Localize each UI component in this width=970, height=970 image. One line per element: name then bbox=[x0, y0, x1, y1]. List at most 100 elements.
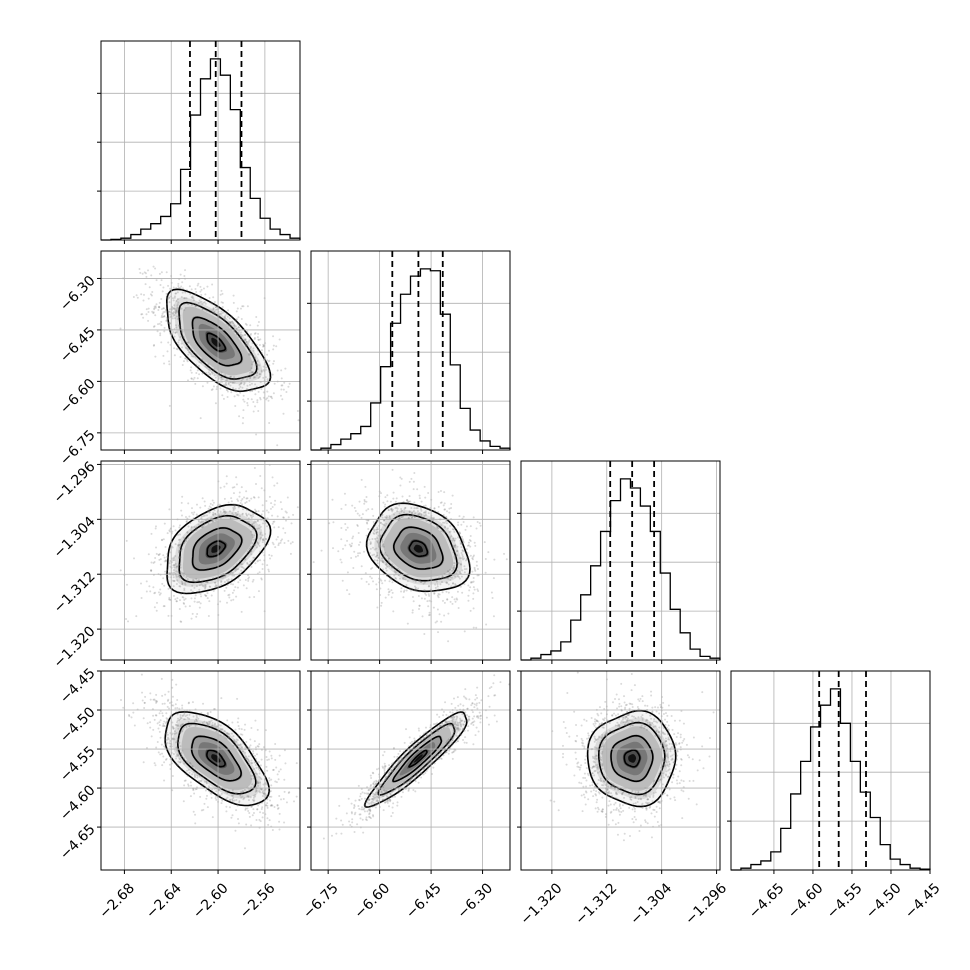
scatter-point bbox=[463, 720, 466, 723]
scatter-point bbox=[663, 751, 666, 754]
scatter-point bbox=[278, 338, 281, 341]
scatter-point bbox=[445, 743, 448, 746]
scatter-point bbox=[214, 512, 217, 515]
scatter-point bbox=[595, 746, 598, 749]
scatter-point bbox=[190, 507, 193, 510]
scatter-point bbox=[408, 781, 411, 784]
scatter-point bbox=[245, 340, 248, 343]
scatter-point bbox=[241, 498, 244, 501]
scatter-point bbox=[364, 801, 367, 804]
scatter-point bbox=[280, 388, 283, 391]
x-tick-label: −1.296 bbox=[682, 880, 730, 928]
scatter-point bbox=[371, 800, 374, 803]
scatter-point bbox=[666, 794, 669, 797]
scatter-point bbox=[256, 781, 259, 784]
scatter-point bbox=[228, 799, 231, 802]
scatter-point bbox=[619, 789, 622, 792]
scatter-point bbox=[372, 526, 375, 529]
scatter-point bbox=[257, 338, 260, 341]
scatter-point bbox=[632, 821, 635, 824]
scatter-point bbox=[223, 514, 226, 517]
scatter-point bbox=[195, 578, 198, 581]
scatter-point bbox=[204, 302, 207, 305]
scatter-point bbox=[415, 743, 418, 746]
scatter-point bbox=[353, 804, 356, 807]
scatter-point bbox=[363, 792, 366, 795]
scatter-point bbox=[168, 754, 171, 757]
scatter-point bbox=[183, 538, 186, 541]
scatter-point bbox=[370, 567, 373, 570]
scatter-point bbox=[163, 362, 166, 365]
scatter-point bbox=[584, 776, 587, 779]
scatter-point bbox=[468, 561, 471, 564]
scatter-point bbox=[369, 817, 372, 820]
scatter-point bbox=[394, 500, 397, 503]
scatter-point bbox=[628, 719, 631, 722]
scatter-point bbox=[374, 782, 377, 785]
scatter-point bbox=[265, 398, 268, 401]
scatter-point bbox=[439, 724, 442, 727]
scatter-point bbox=[475, 702, 478, 705]
scatter-point bbox=[175, 570, 178, 573]
scatter-point bbox=[257, 745, 260, 748]
scatter-point bbox=[417, 515, 420, 518]
scatter-point bbox=[411, 611, 414, 614]
scatter-point bbox=[416, 514, 419, 517]
scatter-point bbox=[188, 762, 191, 765]
scatter-point bbox=[184, 291, 187, 294]
scatter-point bbox=[381, 559, 384, 562]
scatter-point bbox=[149, 721, 152, 724]
scatter-point bbox=[155, 552, 158, 555]
scatter-point bbox=[167, 310, 170, 313]
scatter-point bbox=[404, 506, 407, 509]
scatter-point bbox=[219, 387, 222, 390]
scatter-point bbox=[254, 772, 257, 775]
scatter-point bbox=[454, 583, 457, 586]
scatter-point bbox=[467, 576, 470, 579]
scatter-point bbox=[157, 553, 160, 556]
scatter-point bbox=[371, 566, 374, 569]
scatter-point bbox=[261, 541, 264, 544]
scatter-point bbox=[149, 590, 152, 593]
scatter-point bbox=[193, 774, 196, 777]
scatter-point bbox=[222, 318, 225, 321]
scatter-point bbox=[598, 706, 601, 709]
scatter-point bbox=[235, 738, 238, 741]
scatter-point bbox=[187, 303, 190, 306]
scatter-point bbox=[675, 736, 678, 739]
scatter-point bbox=[360, 577, 363, 580]
scatter-point bbox=[214, 303, 217, 306]
scatter-point bbox=[480, 699, 483, 702]
scatter-point bbox=[476, 696, 479, 699]
scatter-point bbox=[230, 599, 233, 602]
scatter-point bbox=[385, 791, 388, 794]
scatter-point bbox=[410, 516, 413, 519]
scatter-point bbox=[628, 834, 631, 837]
scatter-point bbox=[404, 788, 407, 791]
scatter-point bbox=[381, 795, 384, 798]
scatter-point bbox=[557, 809, 560, 812]
scatter-point bbox=[245, 512, 248, 515]
scatter-point bbox=[241, 563, 244, 566]
scatter-point bbox=[386, 516, 389, 519]
scatter-point bbox=[232, 598, 235, 601]
scatter-point bbox=[632, 724, 635, 727]
scatter-point bbox=[247, 579, 250, 582]
scatter-point bbox=[253, 740, 256, 743]
scatter-point bbox=[203, 500, 206, 503]
scatter-point bbox=[649, 724, 652, 727]
scatter-point bbox=[275, 781, 278, 784]
scatter-point bbox=[236, 498, 239, 501]
scatter-point bbox=[450, 502, 453, 505]
scatter-point bbox=[232, 802, 235, 805]
scatter-point bbox=[168, 321, 171, 324]
scatter-point bbox=[373, 528, 376, 531]
scatter-point bbox=[255, 761, 258, 764]
scatter-point bbox=[376, 540, 379, 543]
scatter-point bbox=[190, 371, 193, 374]
scatter-point bbox=[239, 793, 242, 796]
contour-line-1 bbox=[178, 514, 258, 584]
scatter-point bbox=[172, 286, 175, 289]
scatter-point bbox=[598, 735, 601, 738]
scatter-point bbox=[199, 417, 202, 420]
